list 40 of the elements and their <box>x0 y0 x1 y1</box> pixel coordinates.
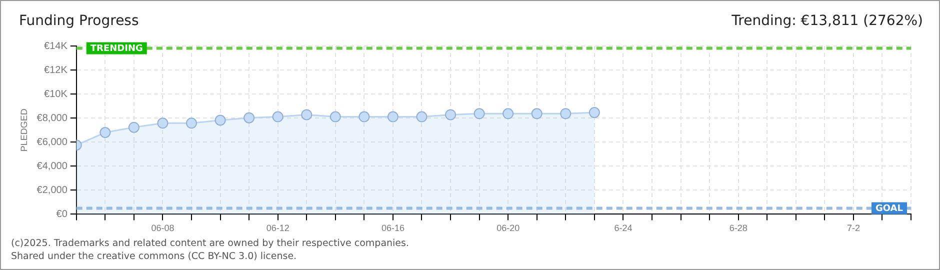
y-axis-title: PLEDGED <box>18 108 29 152</box>
point <box>387 111 398 122</box>
point <box>272 111 284 122</box>
x-tick-label: 06-12 <box>266 223 290 234</box>
point <box>186 118 198 129</box>
point <box>244 112 255 124</box>
point <box>588 107 600 118</box>
y-tick-label: €14K <box>44 40 68 52</box>
y-tick-label: €0 <box>56 208 68 220</box>
point <box>157 118 168 129</box>
point <box>330 111 341 122</box>
x-tick-label: 06-16 <box>381 223 404 234</box>
point <box>502 108 514 120</box>
point <box>128 122 140 133</box>
ref-line-label: GOAL <box>876 204 904 214</box>
x-tick-label: 6-24 <box>614 223 632 234</box>
ref-line-label: TRENDING <box>90 44 143 54</box>
point <box>100 127 111 138</box>
point <box>560 108 572 120</box>
y-tick-label: €6,000 <box>36 136 68 148</box>
point <box>531 108 542 120</box>
point <box>358 111 370 122</box>
y-tick-label: €8,000 <box>36 112 68 124</box>
text: (c)2025. Trademarks and related content are owned by their respective companies. <box>11 237 409 250</box>
chart-title: Funding Progress <box>19 13 139 29</box>
point <box>214 114 226 126</box>
y-tick-label: €12K <box>44 64 68 76</box>
x-tick-label: 06-20 <box>496 223 520 234</box>
chart-subtitle: Trending: €13,811 (2762%) <box>732 13 923 29</box>
x-tick-label: 06-08 <box>151 223 174 234</box>
point <box>301 109 312 120</box>
y-tick-label: €4,000 <box>36 160 68 172</box>
point <box>445 109 456 120</box>
x-tick-label: 7-2 <box>846 223 860 234</box>
point <box>416 111 428 122</box>
y-tick-label: €10K <box>44 88 68 100</box>
point <box>474 108 485 120</box>
x-tick-label: 6-28 <box>729 223 748 234</box>
y-tick-label: €2,000 <box>36 184 68 196</box>
text: Shared under the creative commons (CC BY-NC 3.0) license. <box>11 250 298 263</box>
